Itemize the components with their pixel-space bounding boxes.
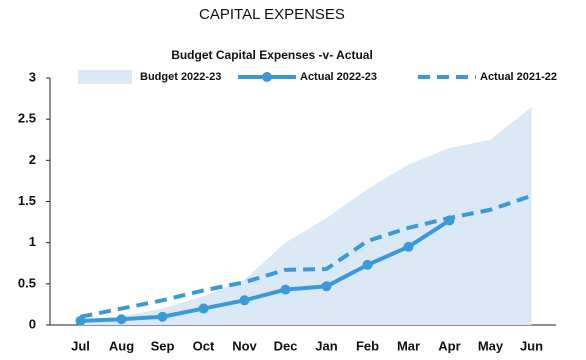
marker	[198, 303, 209, 314]
x-tick-label: Feb	[356, 338, 379, 353]
marker	[75, 315, 86, 326]
x-tick-label: Sep	[151, 338, 175, 353]
x-tick-label: Jun	[520, 338, 543, 353]
x-tick-label: Jul	[71, 338, 90, 353]
x-tick-label: Jan	[315, 338, 337, 353]
y-tick-label: 1.5	[18, 193, 36, 208]
y-tick-label: 0	[29, 316, 36, 331]
y-tick-label: 1	[29, 234, 36, 249]
marker	[116, 314, 127, 325]
y-tick-label: 3	[29, 69, 36, 84]
chart-title: CAPITAL EXPENSES	[199, 6, 345, 23]
marker	[157, 311, 168, 322]
x-tick-label: Oct	[193, 338, 215, 353]
series-line	[80, 218, 451, 323]
marker	[280, 284, 291, 295]
marker	[239, 295, 250, 306]
y-tick-label: 2	[29, 152, 36, 167]
y-tick-label: 0.5	[18, 275, 36, 290]
chart-subtitle: Budget Capital Expenses -v- Actual	[171, 48, 373, 62]
legend-marker	[262, 72, 272, 82]
legend-label: Budget 2022-23	[140, 71, 221, 83]
legend-label: Actual 2021-22	[480, 71, 557, 83]
legend-swatch	[78, 70, 132, 84]
x-tick-label: Dec	[274, 338, 298, 353]
series-line	[80, 193, 533, 319]
marker	[362, 259, 373, 270]
budget-area	[80, 106, 532, 325]
legend-label: Actual 2022-23	[300, 71, 377, 83]
x-tick-label: Apr	[438, 338, 460, 353]
marker	[321, 281, 332, 292]
x-tick-label: Nov	[232, 338, 257, 353]
marker	[403, 241, 414, 252]
x-tick-label: May	[478, 338, 504, 353]
y-tick-label: 2.5	[18, 111, 36, 126]
x-tick-label: Aug	[109, 338, 134, 353]
x-tick-label: Mar	[397, 338, 420, 353]
